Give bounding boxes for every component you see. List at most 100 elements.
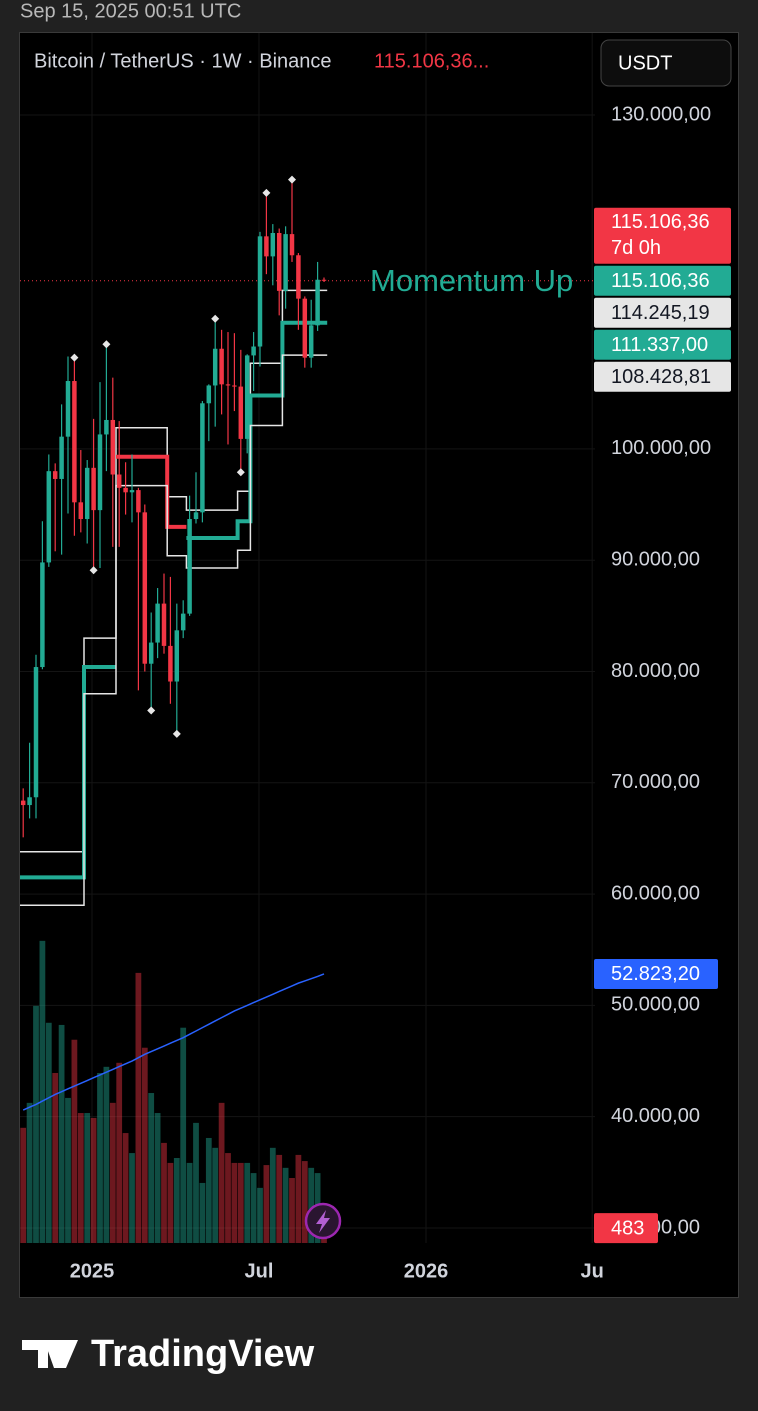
pivot-marker bbox=[288, 175, 296, 184]
candle-body bbox=[276, 232, 282, 291]
volume-bar bbox=[244, 1162, 251, 1243]
currency-button[interactable] bbox=[600, 39, 732, 87]
volume-bar bbox=[26, 1102, 33, 1243]
volume-bar bbox=[263, 1165, 270, 1243]
candle-body bbox=[225, 384, 231, 386]
volume-bar bbox=[154, 1113, 161, 1243]
candle-body bbox=[161, 603, 167, 646]
y-tick-label: 50.000,00 bbox=[611, 994, 700, 1016]
volume-tag-label: 483 bbox=[611, 1217, 644, 1239]
pivot-marker bbox=[70, 353, 79, 362]
pivot-marker bbox=[262, 188, 271, 197]
candle-body bbox=[315, 279, 320, 326]
price-tag bbox=[594, 329, 731, 360]
volume-bar bbox=[97, 1072, 103, 1243]
pivot-marker bbox=[172, 729, 181, 738]
price-tag bbox=[594, 265, 731, 296]
candle-body bbox=[33, 667, 39, 798]
volume-bar bbox=[180, 1027, 187, 1243]
candle-body bbox=[321, 279, 327, 281]
volume-bar bbox=[257, 1187, 263, 1243]
candle-body bbox=[289, 234, 295, 256]
volume-bar bbox=[282, 1167, 289, 1243]
pivot-marker bbox=[211, 314, 220, 323]
candle-body bbox=[148, 642, 154, 664]
candle-body bbox=[52, 471, 58, 479]
band-line bbox=[20, 320, 328, 880]
volume-bar bbox=[205, 1137, 212, 1243]
candle-body bbox=[72, 381, 77, 503]
volume-bar bbox=[33, 1005, 39, 1243]
candle-body bbox=[244, 355, 250, 439]
volume-bar bbox=[84, 1113, 91, 1243]
candle-body bbox=[238, 386, 244, 439]
volume-bar bbox=[122, 1133, 129, 1243]
volume-bar bbox=[71, 1039, 78, 1243]
candle-body bbox=[257, 236, 263, 347]
candle-body bbox=[206, 385, 212, 404]
volume-bar bbox=[167, 1162, 174, 1243]
candle-body bbox=[40, 562, 45, 668]
candle-body bbox=[296, 255, 301, 299]
y-tick-label: 60.000,00 bbox=[611, 882, 700, 904]
candle-body bbox=[27, 797, 32, 806]
pivot-marker bbox=[89, 566, 98, 575]
volume-bar bbox=[90, 1117, 97, 1243]
candle-body bbox=[110, 419, 116, 475]
candle-body bbox=[180, 613, 186, 631]
grid: 130.000,00 100.000,00 90.000,00 80.000,00 70… bbox=[20, 33, 711, 1282]
candle-body bbox=[142, 512, 148, 664]
candle-body bbox=[123, 487, 128, 493]
y-tick-label: 130.000,00 bbox=[611, 103, 711, 125]
currency[interactable]: USDT bbox=[618, 52, 672, 74]
candle-body bbox=[46, 471, 52, 563]
volume-bar bbox=[77, 1113, 84, 1243]
candle-body bbox=[97, 434, 103, 511]
volume-tag bbox=[594, 1213, 658, 1244]
candle-body bbox=[20, 800, 26, 806]
timestamp: Sep 15, 2025 00:51 UTC bbox=[20, 0, 241, 22]
volume-bar bbox=[141, 1047, 148, 1243]
volume-bar bbox=[295, 1154, 302, 1243]
logo bbox=[22, 1340, 78, 1368]
volume-bar bbox=[103, 1066, 110, 1243]
price-tag-label: 111.337,00 bbox=[611, 334, 708, 356]
alert-bolt[interactable] bbox=[316, 1210, 330, 1233]
candle-body bbox=[78, 502, 84, 520]
candle-body bbox=[212, 348, 218, 386]
band-line bbox=[20, 289, 328, 853]
volume-bar bbox=[250, 1173, 257, 1243]
candle-body bbox=[308, 325, 314, 358]
alert-icon[interactable] bbox=[304, 1202, 342, 1240]
candle-body bbox=[136, 490, 141, 513]
candle-body bbox=[270, 232, 276, 257]
volume-bar bbox=[45, 1022, 52, 1243]
candle-body bbox=[116, 474, 122, 488]
chart-title: Bitcoin / TetherUS · 1W · Binance bbox=[34, 50, 332, 72]
price-tag-label: 114.245,19 bbox=[611, 302, 710, 324]
candle-body bbox=[302, 298, 308, 358]
volume-bar bbox=[173, 1157, 180, 1243]
candle-body bbox=[264, 236, 269, 257]
overlay: Momentum Up 115.106,36 114.245,19 111.337,0… bbox=[370, 207, 731, 1244]
candle-body bbox=[193, 512, 199, 520]
annotation: Momentum Up bbox=[370, 263, 573, 298]
x-tick-label: 2025 bbox=[70, 1260, 115, 1282]
candle-body bbox=[168, 645, 173, 682]
plot-area bbox=[20, 175, 594, 1243]
candle-body bbox=[65, 381, 71, 437]
volume-bar bbox=[58, 1024, 65, 1243]
volume-bar bbox=[308, 1167, 315, 1243]
volume-bar bbox=[20, 1127, 27, 1243]
candle-body bbox=[155, 603, 160, 643]
volume-bar bbox=[276, 1154, 283, 1243]
volume-bar bbox=[301, 1161, 308, 1243]
volume-bar bbox=[186, 1162, 193, 1243]
volume-bar bbox=[218, 1102, 225, 1243]
candle-body bbox=[232, 385, 237, 387]
y-tick-label: 40.000,00 bbox=[611, 1105, 700, 1127]
countdown: 7d 0h bbox=[611, 237, 661, 259]
pivot-marker bbox=[102, 340, 111, 349]
volume-bar bbox=[52, 1072, 59, 1243]
